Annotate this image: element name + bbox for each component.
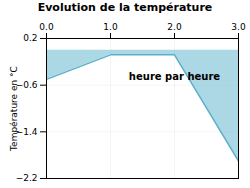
svg-text:0.2: 0.2: [23, 33, 37, 43]
svg-text:−2.2: −2.2: [16, 173, 38, 183]
svg-text:0.0: 0.0: [39, 22, 54, 32]
svg-text:−1.4: −1.4: [16, 127, 38, 137]
svg-text:heure par heure: heure par heure: [129, 71, 220, 82]
html-text:Evolution de la température: Evolution de la température: [37, 1, 213, 14]
svg-text:2.0: 2.0: [167, 22, 182, 32]
svg-text:1.0: 1.0: [103, 22, 118, 32]
svg-text:Température en °C: Température en °C: [9, 66, 19, 152]
svg-text:−0.6: −0.6: [16, 80, 38, 90]
svg-text:3.0: 3.0: [231, 22, 246, 32]
